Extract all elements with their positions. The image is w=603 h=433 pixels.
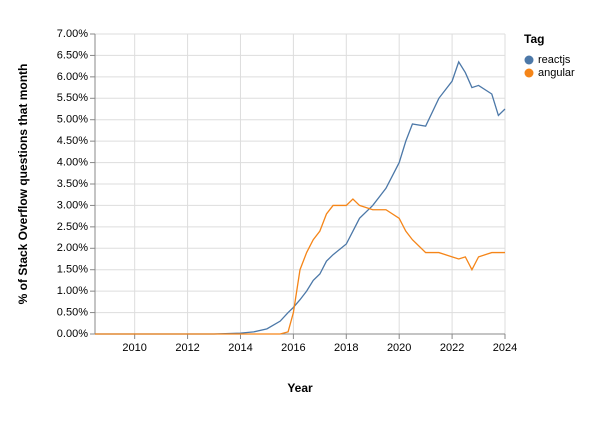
x-tick-label: 2018 <box>334 342 358 354</box>
y-tick-label: 1.50% <box>57 264 88 276</box>
y-tick-label: 1.00% <box>57 285 88 297</box>
y-tick-label: 3.50% <box>57 178 88 190</box>
legend-label: reactjs <box>538 54 571 66</box>
legend-title: Tag <box>524 32 544 46</box>
x-tick-label: 2024 <box>493 342 517 354</box>
x-tick-label: 2020 <box>387 342 411 354</box>
y-axis-title: % of Stack Overflow questions that month <box>16 64 30 305</box>
x-tick-label: 2016 <box>281 342 305 354</box>
legend-swatch <box>524 55 534 65</box>
y-tick-label: 6.50% <box>57 49 88 61</box>
y-tick-label: 7.00% <box>57 28 88 40</box>
legend-label: angular <box>538 67 575 79</box>
x-tick-label: 2010 <box>122 342 146 354</box>
y-tick-label: 5.50% <box>57 92 88 104</box>
y-tick-label: 2.00% <box>57 242 88 254</box>
legend-swatch <box>524 68 534 78</box>
x-tick-label: 2012 <box>175 342 199 354</box>
y-tick-label: 0.00% <box>57 328 88 340</box>
y-tick-label: 4.00% <box>57 156 88 168</box>
y-tick-label: 2.50% <box>57 221 88 233</box>
y-tick-label: 3.00% <box>57 199 88 211</box>
y-tick-label: 5.00% <box>57 114 88 126</box>
x-tick-label: 2022 <box>440 342 464 354</box>
x-tick-label: 2014 <box>228 342 252 354</box>
x-axis-title: Year <box>287 381 313 395</box>
y-tick-label: 6.00% <box>57 71 88 83</box>
data-line <box>95 60 506 335</box>
y-tick-label: 4.50% <box>57 135 88 147</box>
y-tick-label: 0.50% <box>57 306 88 318</box>
data-line <box>95 198 505 335</box>
